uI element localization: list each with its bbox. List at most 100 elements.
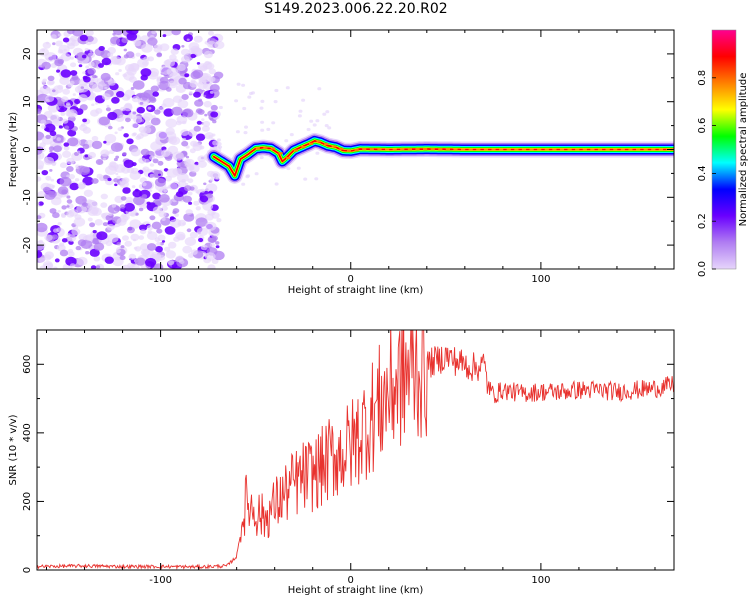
noise-blob (189, 80, 198, 88)
noise-blob (38, 165, 44, 170)
noise-blob (84, 48, 89, 52)
noise-blob (297, 114, 302, 118)
noise-blob (177, 173, 189, 183)
snr-ticks: -100 0 100 0 200 400 600 (22, 329, 674, 586)
noise-blob (37, 108, 42, 114)
noise-blob (103, 140, 107, 144)
noise-blob (164, 226, 176, 235)
y-tick-label: 400 (22, 423, 33, 442)
noise-blob (104, 133, 117, 144)
noise-blob (204, 60, 210, 66)
noise-blob (73, 217, 86, 227)
noise-blob (60, 69, 72, 78)
noise-blob (247, 95, 252, 99)
noise-blob (94, 219, 103, 226)
noise-blob (327, 126, 332, 130)
noise-blob (66, 166, 74, 172)
noise-blob (38, 201, 44, 206)
noise-blob (194, 99, 204, 107)
noise-blob (105, 214, 114, 221)
noise-blob (199, 195, 209, 203)
noise-blob (244, 125, 248, 129)
x-tick-label: -100 (149, 274, 172, 285)
y-tick-label: 600 (22, 355, 33, 374)
noise-blob (39, 265, 47, 269)
noise-blob (206, 193, 213, 199)
noise-blob (211, 133, 216, 137)
noise-blob (140, 68, 152, 77)
noise-blob (306, 127, 311, 132)
noise-blob (66, 199, 73, 204)
noise-blob (236, 82, 241, 86)
noise-blob (49, 169, 53, 172)
noise-blob (114, 164, 126, 173)
noise-blob (163, 108, 174, 117)
snr-marks (37, 330, 674, 570)
noise-blob (122, 187, 131, 194)
noise-blob (37, 176, 42, 182)
noise-blob (154, 237, 161, 242)
colorbar: 0.0 0.2 0.4 0.6 0.8 Normalized spectral ampl… (697, 29, 749, 277)
noise-blob (193, 125, 201, 132)
noise-blob (154, 109, 161, 115)
noise-blob (120, 196, 127, 201)
noise-blob (177, 99, 189, 109)
noise-blob (298, 109, 303, 113)
noise-blob (112, 32, 116, 36)
noise-blob (64, 125, 70, 130)
noise-blob (215, 245, 220, 249)
noise-blob (133, 115, 143, 124)
noise-blob (72, 93, 76, 96)
noise-blob (322, 112, 327, 116)
noise-blob (168, 182, 178, 190)
noise-blob (116, 242, 121, 246)
noise-blob (116, 175, 121, 180)
noise-blob (90, 265, 97, 269)
noise-blob (107, 52, 114, 58)
noise-blob (259, 106, 264, 110)
noise-blob (182, 245, 193, 254)
noise-blob (71, 74, 79, 81)
noise-blob (156, 241, 162, 246)
noise-blob (212, 250, 225, 261)
noise-blob (138, 207, 144, 212)
noise-blob (191, 51, 195, 54)
noise-blob (181, 178, 186, 183)
noise-blob (45, 175, 52, 181)
noise-blob (182, 195, 192, 203)
noise-blob (140, 229, 147, 235)
noise-blob (119, 204, 126, 209)
noise-blob (153, 170, 164, 178)
noise-blob (184, 237, 197, 246)
noise-blob (129, 171, 141, 180)
noise-blob (174, 213, 179, 217)
noise-blob (66, 195, 71, 199)
noise-blob (125, 117, 131, 123)
noise-blob (44, 52, 57, 62)
noise-blob (141, 194, 148, 199)
noise-blob (50, 34, 57, 40)
noise-blob (63, 142, 70, 147)
noise-blob (314, 177, 319, 181)
noise-blob (181, 45, 185, 48)
noise-blob (190, 53, 197, 59)
y-tick-label: -10 (22, 189, 33, 205)
noise-blob (117, 127, 123, 132)
noise-blob (198, 63, 208, 71)
noise-blob (178, 99, 182, 102)
noise-blob (260, 120, 265, 124)
noise-blob (138, 126, 147, 133)
noise-blob (118, 69, 122, 72)
noise-blob (113, 178, 119, 183)
y-tick-label: 200 (22, 492, 33, 511)
noise-blob (84, 154, 89, 158)
noise-blob (166, 168, 179, 178)
noise-blob (42, 41, 51, 49)
noise-blob (59, 176, 72, 187)
noise-blob (245, 175, 250, 179)
noise-blob (85, 234, 94, 242)
noise-blob (203, 50, 213, 59)
noise-blob (115, 72, 120, 76)
noise-blob (215, 241, 220, 245)
